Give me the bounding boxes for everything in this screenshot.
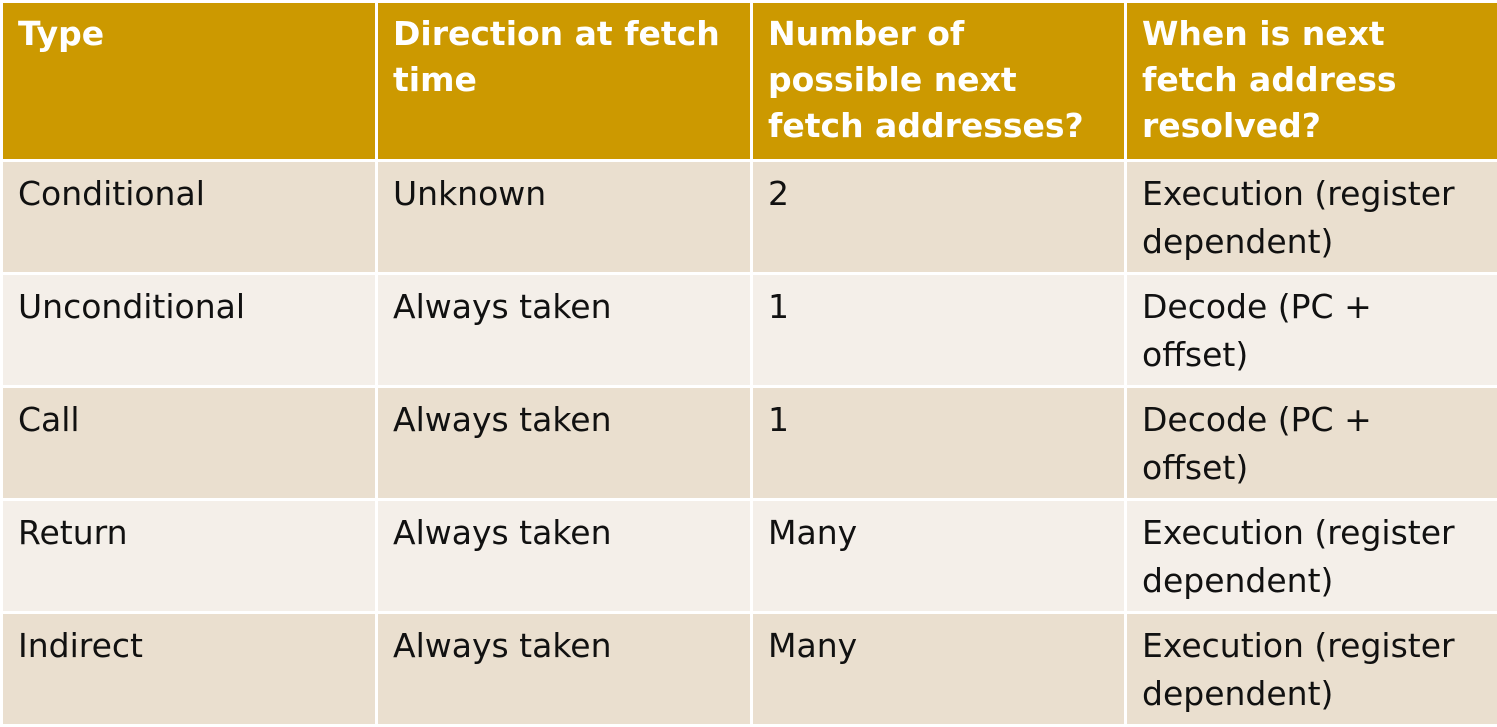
table-row: Indirect Always taken Many Execution (re… bbox=[2, 613, 1497, 726]
cell-direction: Always taken bbox=[377, 387, 752, 500]
cell-resolved: Execution (register dependent) bbox=[1126, 613, 1497, 726]
header-resolved: When is next fetch address resolved? bbox=[1126, 2, 1497, 161]
cell-next-addresses: 1 bbox=[752, 387, 1126, 500]
header-type: Type bbox=[2, 2, 377, 161]
cell-next-addresses: Many bbox=[752, 613, 1126, 726]
cell-type: Unconditional bbox=[2, 274, 377, 387]
cell-direction: Unknown bbox=[377, 161, 752, 274]
cell-type: Return bbox=[2, 500, 377, 613]
table-body: Conditional Unknown 2 Execution (registe… bbox=[2, 161, 1497, 726]
table-row: Call Always taken 1 Decode (PC + offset) bbox=[2, 387, 1497, 500]
cell-resolved: Decode (PC + offset) bbox=[1126, 274, 1497, 387]
header-row: Type Direction at fetch time Number of p… bbox=[2, 2, 1497, 161]
header-next-addresses: Number of possible next fetch addresses? bbox=[752, 2, 1126, 161]
cell-next-addresses: 1 bbox=[752, 274, 1126, 387]
cell-next-addresses: Many bbox=[752, 500, 1126, 613]
cell-resolved: Decode (PC + offset) bbox=[1126, 387, 1497, 500]
cell-type: Call bbox=[2, 387, 377, 500]
cell-next-addresses: 2 bbox=[752, 161, 1126, 274]
cell-direction: Always taken bbox=[377, 500, 752, 613]
table-row: Conditional Unknown 2 Execution (registe… bbox=[2, 161, 1497, 274]
cell-type: Conditional bbox=[2, 161, 377, 274]
header-direction: Direction at fetch time bbox=[377, 2, 752, 161]
table-header: Type Direction at fetch time Number of p… bbox=[2, 2, 1497, 161]
cell-direction: Always taken bbox=[377, 274, 752, 387]
table-row: Return Always taken Many Execution (regi… bbox=[2, 500, 1497, 613]
cell-type: Indirect bbox=[2, 613, 377, 726]
cell-direction: Always taken bbox=[377, 613, 752, 726]
table-row: Unconditional Always taken 1 Decode (PC … bbox=[2, 274, 1497, 387]
cell-resolved: Execution (register dependent) bbox=[1126, 500, 1497, 613]
cell-resolved: Execution (register dependent) bbox=[1126, 161, 1497, 274]
